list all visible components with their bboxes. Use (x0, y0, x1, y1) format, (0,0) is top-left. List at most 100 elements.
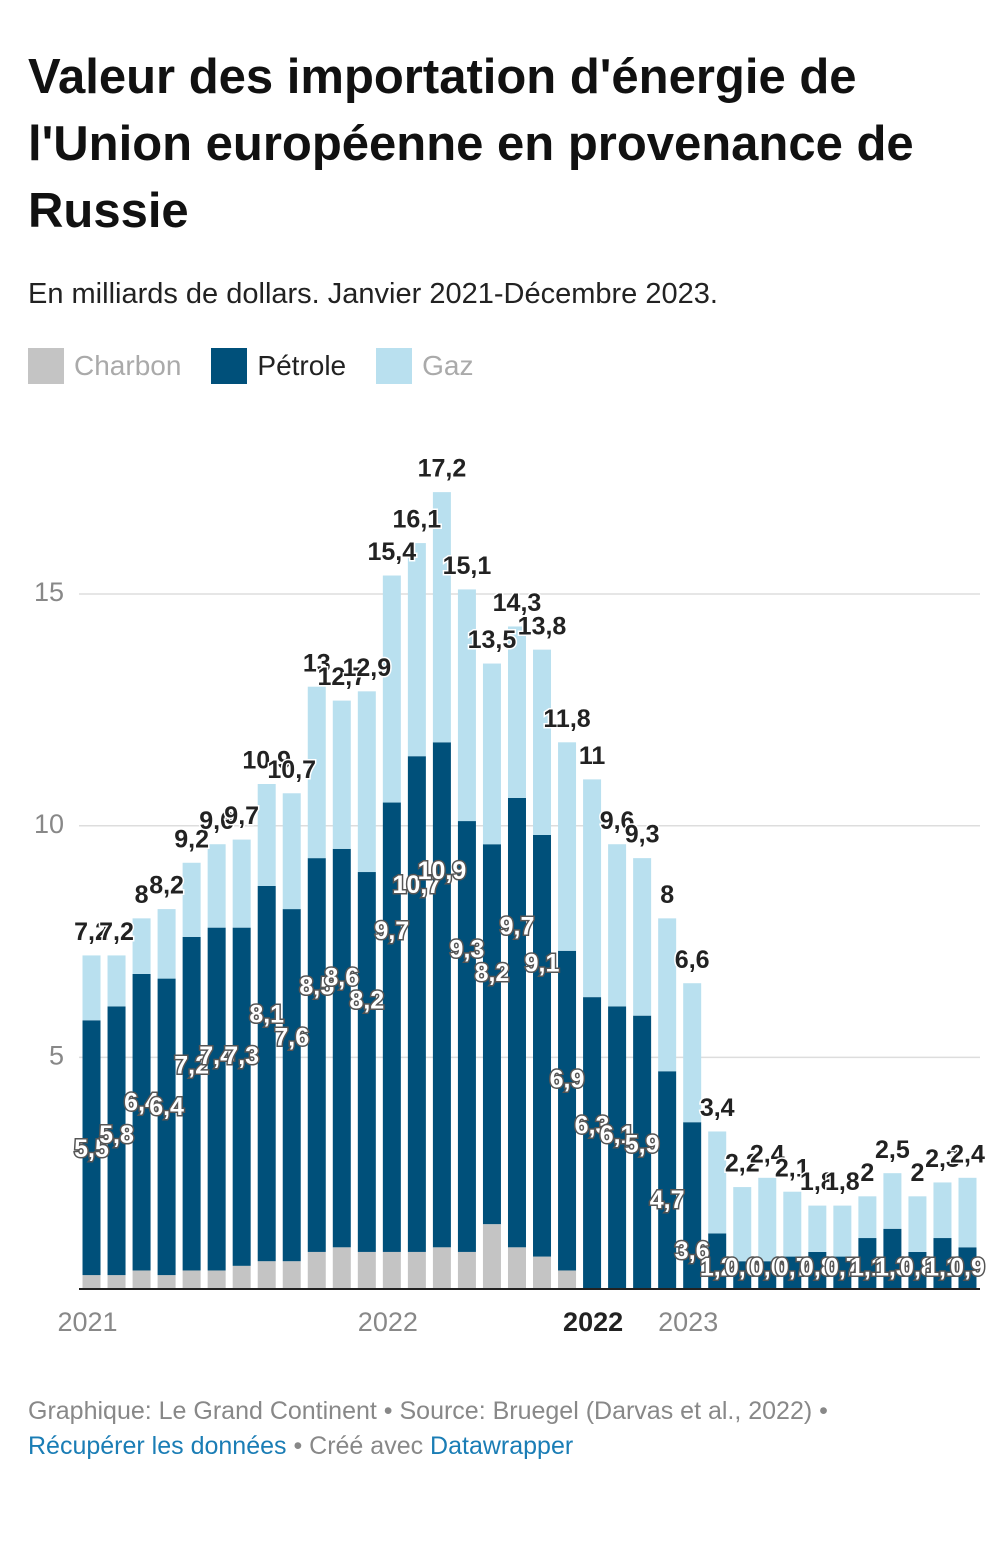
total-label: 12,7 (317, 663, 366, 691)
total-label: 2,3 (925, 1145, 960, 1173)
bar-segment (733, 1187, 752, 1262)
value-label: 9,1 (525, 950, 560, 978)
bar-segment (482, 844, 501, 1225)
bar-segment (382, 575, 401, 803)
credit: Graphique: Le Grand Continent • Source: … (28, 1397, 828, 1425)
total-label: 2,5 (875, 1136, 910, 1164)
data-link[interactable]: Récupérer les données (28, 1432, 287, 1460)
value-label: 5,9 (625, 1130, 660, 1158)
chart-subtitle: En milliards de dollars. Janvier 2021-Dé… (28, 278, 718, 310)
bar-segment (633, 1015, 652, 1289)
value-label: 0,7 (825, 1254, 860, 1282)
bar-segment (482, 663, 501, 845)
bar-segment (783, 1191, 802, 1257)
bar-segment (282, 793, 301, 910)
value-label: 9,7 (374, 917, 409, 945)
value-label: 6,4 (124, 1089, 159, 1117)
bar-segment (708, 1233, 727, 1289)
bar-segment (207, 844, 226, 928)
bar-segment (558, 950, 577, 1271)
value-label: 0,9 (950, 1254, 985, 1282)
value-label: 6,3 (575, 1112, 610, 1140)
total-label: 7,2 (74, 918, 109, 946)
bar-segment (432, 742, 451, 1248)
bar-segment (558, 1270, 577, 1289)
bar-segment (533, 649, 552, 835)
value-label: 6,9 (550, 1065, 585, 1093)
bar-segment (332, 700, 351, 849)
bar-segment (407, 1251, 426, 1289)
legend-label: Charbon (74, 350, 182, 381)
bar-segment (132, 1270, 151, 1289)
bar-segment (257, 885, 276, 1262)
y-tick-label: 15 (34, 577, 64, 607)
value-label: 10,7 (393, 871, 442, 899)
bar-segment (457, 821, 476, 1252)
bar-segment (558, 742, 577, 951)
bar-segment (658, 1071, 677, 1289)
total-label: 2 (910, 1159, 924, 1187)
value-label: 7,3 (224, 1042, 259, 1070)
total-label: 8 (660, 881, 674, 909)
total-label: 11 (579, 742, 606, 770)
bar-segment (583, 779, 602, 998)
value-label: 8,2 (475, 959, 510, 987)
legend-item[interactable]: Pétrole (211, 348, 346, 384)
total-label: 9,3 (625, 821, 660, 849)
legend: Charbon Pétrole Gaz (28, 348, 473, 384)
bar-segment (307, 858, 326, 1252)
bar-segment (432, 1247, 451, 1289)
x-annotation: 2022 (563, 1307, 623, 1337)
chart-title: Valeur des importation d'énergie de l'Un… (28, 50, 914, 238)
bar-segment (958, 1247, 977, 1289)
legend-label: Pétrole (257, 350, 347, 381)
x-tick-label: 2023 (658, 1307, 718, 1337)
total-label: 11,8 (543, 705, 590, 733)
bar-segment (633, 858, 652, 1016)
bar-segment (307, 1251, 326, 1289)
value-label: 8,6 (324, 963, 359, 991)
bar-segment (808, 1205, 827, 1252)
total-label: 9,2 (174, 825, 209, 853)
legend-item[interactable]: Charbon (28, 348, 181, 384)
value-label: 5,5 (74, 1135, 109, 1163)
value-label: 1,1 (925, 1254, 960, 1282)
total-label: 1,8 (825, 1168, 860, 1196)
bar-segment (357, 1251, 376, 1289)
value-label: 1,1 (850, 1254, 885, 1282)
total-label: 2,2 (725, 1150, 760, 1178)
tool-link[interactable]: Datawrapper (430, 1432, 574, 1460)
bar-segment (157, 1275, 176, 1289)
total-label: 1,8 (800, 1168, 835, 1196)
bar-segment (357, 872, 376, 1252)
legend-label: Gaz (422, 350, 474, 381)
legend-swatch (376, 348, 413, 384)
legend-item[interactable]: Gaz (376, 348, 473, 384)
bar-segment (232, 927, 251, 1266)
bar-segment (132, 973, 151, 1271)
bar-segment (407, 543, 426, 757)
bar-segment (507, 797, 526, 1248)
bar-segment (282, 1261, 301, 1289)
value-label: 4,7 (650, 1186, 685, 1214)
value-label: 1,3 (875, 1254, 910, 1282)
bar-segment (733, 1261, 752, 1289)
value-label: 7,6 (274, 1024, 309, 1052)
bar-segment (232, 839, 251, 928)
bar-segment (157, 978, 176, 1276)
bar-segment (608, 1006, 627, 1289)
bar-segment (507, 626, 526, 798)
value-label: 0,6 (725, 1254, 760, 1282)
bar-segment (82, 1020, 101, 1276)
value-label: 0,7 (775, 1254, 810, 1282)
footer: Graphique: Le Grand Continent • Source: … (28, 1394, 828, 1464)
bar-segment (858, 1238, 877, 1289)
value-label: 0,8 (800, 1254, 835, 1282)
y-tick-label: 5 (49, 1040, 64, 1070)
bar-segment (883, 1173, 902, 1229)
value-label: 9,7 (500, 913, 535, 941)
total-label: 3,4 (700, 1094, 735, 1122)
bar-segment (107, 1275, 126, 1289)
bar-segment (933, 1238, 952, 1289)
